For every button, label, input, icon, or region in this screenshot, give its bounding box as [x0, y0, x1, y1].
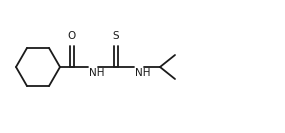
Text: NH: NH — [135, 68, 150, 78]
Text: NH: NH — [89, 68, 105, 78]
Text: S: S — [113, 31, 119, 41]
Text: O: O — [68, 31, 76, 41]
